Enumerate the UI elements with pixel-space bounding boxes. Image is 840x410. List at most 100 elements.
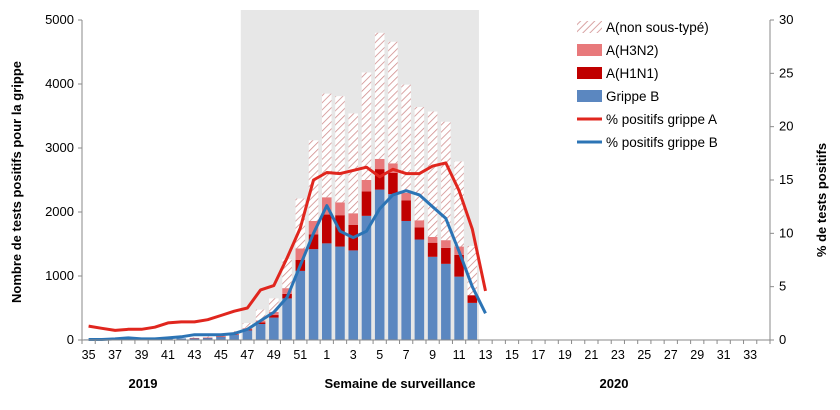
bar-a-non-sous-typ--w47 xyxy=(242,323,253,329)
bar-a-non-sous-typ--w50 xyxy=(282,259,292,289)
bar-a-non-sous-typ--w48 xyxy=(255,309,266,321)
x-tick-label: 13 xyxy=(479,348,493,362)
year-label-2019: 2019 xyxy=(129,376,158,391)
x-tick-label: 45 xyxy=(214,348,228,362)
bar-a-h1n1--w7 xyxy=(401,200,411,221)
y2-tick-label: 20 xyxy=(779,119,793,134)
x-tick-label: 49 xyxy=(267,348,281,362)
x-tick-label: 11 xyxy=(453,348,466,362)
bar-a-non-sous-typ--w1 xyxy=(322,93,332,198)
bar-a-h3n2--w8 xyxy=(414,220,425,228)
bar-grippe-b-w1 xyxy=(322,243,332,340)
y2-tick-label: 25 xyxy=(779,65,793,80)
bar-a-non-sous-typ--w8 xyxy=(414,107,425,221)
legend-swatch xyxy=(577,90,602,102)
bar-grippe-b-w47 xyxy=(242,330,253,340)
x-tick-label: 15 xyxy=(505,348,519,362)
year-label-2020: 2020 xyxy=(600,376,629,391)
x-tick-label: 37 xyxy=(108,348,122,362)
x-tick-label: 25 xyxy=(637,348,651,362)
legend-label: A(H1N1) xyxy=(606,66,659,81)
bar-a-non-sous-typ--w12 xyxy=(467,245,478,296)
bar-a-h3n2--w45 xyxy=(216,336,226,337)
y-tick-label: 0 xyxy=(67,332,74,347)
legend-label: % positifs grippe B xyxy=(606,135,718,150)
bar-a-h1n1--w12 xyxy=(467,295,478,303)
x-tick-label: 5 xyxy=(376,348,383,362)
x-tick-label: 51 xyxy=(293,348,307,362)
shaded-period xyxy=(240,10,479,340)
bar-a-h3n2--w10 xyxy=(441,240,451,248)
bar-a-h1n1--w9 xyxy=(427,242,438,257)
bar-grippe-b-w43 xyxy=(189,338,200,340)
line-percent-b xyxy=(88,189,487,341)
bar-grippe-b-w12 xyxy=(467,302,478,340)
bar-grippe-b-w42 xyxy=(176,338,186,340)
x-tick-label: 43 xyxy=(188,348,202,362)
x-tick-label: 29 xyxy=(690,348,704,362)
y-tick-label: 4000 xyxy=(45,76,74,91)
y-tick-label: 2000 xyxy=(45,204,74,219)
bar-a-h3n2--w2 xyxy=(335,202,345,216)
x-tick-label: 19 xyxy=(558,348,572,362)
bar-grippe-b-w11 xyxy=(454,276,464,340)
x-tick-label: 27 xyxy=(664,348,678,362)
bar-a-h1n1--w52 xyxy=(308,234,319,250)
y2-axis-title: % de tests positifs xyxy=(814,143,829,257)
x-tick-label: 1 xyxy=(323,348,330,362)
x-tick-label: 23 xyxy=(611,348,625,362)
bar-a-h3n2--w4 xyxy=(361,180,372,192)
y-tick-label: 5000 xyxy=(45,12,74,27)
bar-a-non-sous-typ--w10 xyxy=(441,121,451,241)
bar-a-non-sous-typ--w49 xyxy=(269,298,279,312)
bar-a-non-sous-typ--w5 xyxy=(374,32,385,159)
x-tick-label: 21 xyxy=(584,348,598,362)
bar-a-h1n1--w6 xyxy=(388,172,398,195)
bar-grippe-b-w52 xyxy=(308,249,319,340)
bar-a-h3n2--w5 xyxy=(374,158,385,170)
bar-a-h3n2--w43 xyxy=(189,337,200,339)
legend-swatch xyxy=(577,67,602,79)
x-tick-label: 7 xyxy=(403,348,410,362)
legend-label: A(H3N2) xyxy=(606,43,659,58)
bar-a-non-sous-typ--w11 xyxy=(454,161,464,247)
bar-a-h3n2--w3 xyxy=(348,213,358,225)
bar-grippe-b-w5 xyxy=(374,189,385,340)
x-tick-label: 33 xyxy=(743,348,757,362)
y2-tick-label: 0 xyxy=(779,332,786,347)
bar-a-non-sous-typ--w3 xyxy=(348,113,358,214)
bar-a-h1n1--w4 xyxy=(361,191,372,216)
y2-tick-label: 15 xyxy=(779,172,793,187)
bar-grippe-b-w49 xyxy=(269,317,279,340)
bar-grippe-b-w44 xyxy=(202,337,213,340)
bar-a-non-sous-typ--w7 xyxy=(401,84,411,193)
bar-grippe-b-w50 xyxy=(282,298,292,340)
y2-tick-label: 5 xyxy=(779,279,786,294)
bar-a-h3n2--w51 xyxy=(295,248,306,260)
bar-a-h3n2--w44 xyxy=(202,337,213,338)
x-tick-label: 31 xyxy=(717,348,731,362)
bar-a-h1n1--w45 xyxy=(216,336,226,338)
bar-a-non-sous-typ--w6 xyxy=(388,41,398,164)
bar-a-h3n2--w7 xyxy=(401,192,411,201)
bar-a-h1n1--w5 xyxy=(374,169,385,190)
legend-label: Grippe B xyxy=(606,89,659,104)
x-tick-label: 3 xyxy=(350,348,357,362)
y-tick-label: 3000 xyxy=(45,140,74,155)
bar-a-non-sous-typ--w44 xyxy=(202,336,213,338)
bar-grippe-b-w45 xyxy=(216,336,226,340)
y2-tick-label: 30 xyxy=(779,12,793,27)
legend-swatch xyxy=(577,21,602,33)
y-axis-title: Nombre de tests positifs pour la grippe xyxy=(9,61,24,303)
bar-grippe-b-w6 xyxy=(388,194,398,340)
bar-grippe-b-w46 xyxy=(229,334,239,340)
bar-a-h3n2--w9 xyxy=(427,236,438,243)
bar-a-h3n2--w50 xyxy=(282,288,292,294)
bar-grippe-b-w7 xyxy=(401,220,411,340)
bar-a-h1n1--w11 xyxy=(454,254,464,277)
bar-a-non-sous-typ--w2 xyxy=(335,96,345,203)
bar-grippe-b-w2 xyxy=(335,246,345,340)
bar-a-h1n1--w8 xyxy=(414,227,425,240)
